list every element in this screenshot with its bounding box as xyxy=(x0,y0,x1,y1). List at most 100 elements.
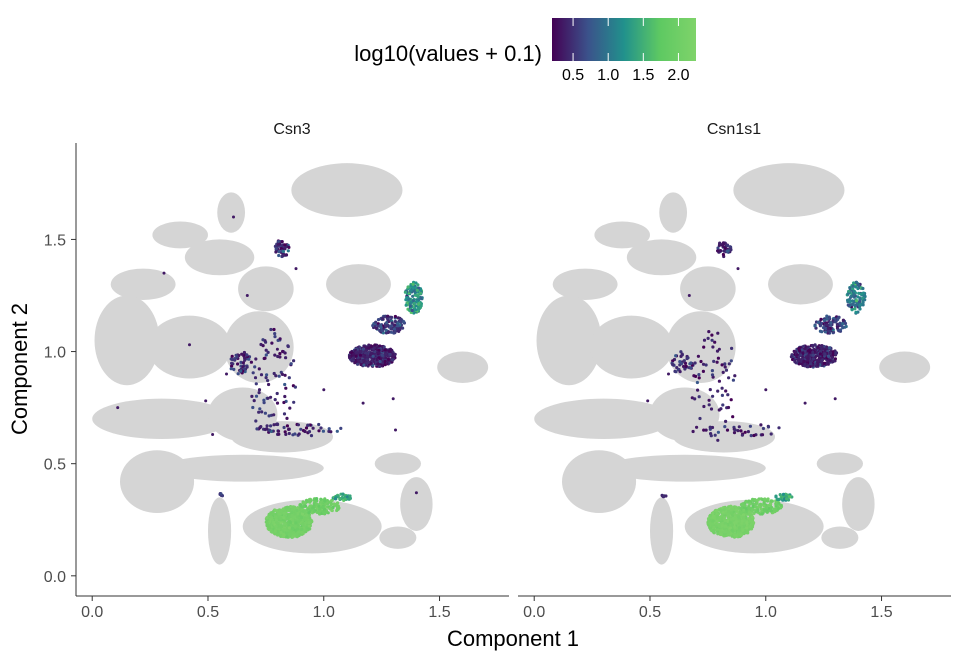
cell-point xyxy=(294,521,298,525)
cell-point xyxy=(713,433,717,437)
cell-point xyxy=(408,304,412,308)
cell-point xyxy=(285,531,289,536)
background-cluster xyxy=(768,264,833,305)
cell-point xyxy=(829,323,833,327)
cell-point xyxy=(693,397,697,401)
cell-point xyxy=(257,410,261,414)
cell-point xyxy=(721,252,726,257)
cell-point xyxy=(390,321,394,325)
cell-point xyxy=(742,515,746,520)
cell-point xyxy=(380,361,385,365)
cell-point xyxy=(277,250,281,254)
cell-point xyxy=(297,432,301,436)
cell-point xyxy=(315,497,319,501)
cell-point xyxy=(671,359,675,363)
background-cluster xyxy=(659,192,688,233)
cell-point xyxy=(350,359,354,363)
cell-point xyxy=(848,287,852,291)
background-cluster xyxy=(110,268,176,300)
cell-point xyxy=(858,307,862,311)
cell-point xyxy=(769,505,774,510)
cell-point xyxy=(281,349,285,354)
cell-point xyxy=(288,529,292,534)
cell-point xyxy=(272,520,276,525)
cell-point xyxy=(396,324,400,328)
cell-point xyxy=(369,352,373,356)
cell-point xyxy=(239,369,243,373)
cell-point xyxy=(717,379,722,383)
cell-point xyxy=(283,522,287,526)
cell-point xyxy=(777,497,781,502)
cell-point xyxy=(730,528,734,532)
cell-point xyxy=(377,348,381,352)
cell-point xyxy=(281,254,285,258)
cell-point xyxy=(751,504,755,509)
cell-point xyxy=(393,329,397,334)
cell-point xyxy=(240,352,244,356)
cell-point xyxy=(773,510,777,514)
cell-point xyxy=(354,360,358,364)
cell-point xyxy=(764,505,768,509)
x-tick-label: 0.5 xyxy=(197,604,219,621)
cell-point xyxy=(697,395,701,399)
cell-point xyxy=(769,432,773,436)
cell-point xyxy=(777,426,781,430)
cell-point xyxy=(729,508,733,512)
cell-point xyxy=(225,372,228,376)
cell-point xyxy=(290,526,294,530)
cell-point xyxy=(252,399,256,403)
cell-point xyxy=(719,407,723,411)
cell-point xyxy=(820,358,825,362)
cell-point xyxy=(262,398,266,402)
cell-point xyxy=(294,267,298,271)
cell-point xyxy=(723,530,727,534)
cell-point xyxy=(283,394,287,399)
cell-point xyxy=(273,353,277,357)
background-cluster xyxy=(816,452,864,475)
cell-point xyxy=(718,524,722,529)
cell-point xyxy=(731,378,736,382)
cell-point xyxy=(383,359,387,364)
cell-point xyxy=(841,322,845,326)
cell-point xyxy=(266,396,270,400)
cell-point xyxy=(230,354,234,358)
cell-point xyxy=(296,527,300,531)
cell-point xyxy=(816,363,820,367)
cell-point xyxy=(259,425,263,429)
cell-point xyxy=(726,514,730,518)
cell-point xyxy=(272,413,276,417)
cell-point xyxy=(720,386,724,390)
cell-point xyxy=(851,287,855,291)
cell-point xyxy=(259,373,264,377)
cell-point xyxy=(300,527,304,531)
cell-point xyxy=(716,356,721,360)
cell-point xyxy=(716,528,720,532)
cell-point xyxy=(730,523,734,527)
cell-point xyxy=(818,329,823,333)
cell-point xyxy=(693,361,697,365)
cell-point xyxy=(740,502,744,506)
cell-point xyxy=(343,497,347,501)
cell-point xyxy=(739,506,743,510)
background-cluster xyxy=(733,163,845,218)
cell-point xyxy=(288,406,292,410)
cell-point xyxy=(717,347,721,351)
cell-point xyxy=(293,432,297,436)
cell-point xyxy=(328,507,332,511)
cell-point xyxy=(304,426,309,430)
cell-point xyxy=(818,352,822,356)
cell-point xyxy=(826,360,830,364)
cell-point xyxy=(732,431,737,435)
cell-point xyxy=(646,399,650,403)
cell-point xyxy=(690,396,694,400)
cell-point xyxy=(687,294,691,297)
facet-strip-csn1s1: Csn1s1 xyxy=(707,121,761,138)
cell-point xyxy=(833,397,837,401)
legend-colorbar xyxy=(552,18,696,61)
cell-point xyxy=(249,360,253,364)
cell-point xyxy=(716,249,720,253)
x-axis-title: Component 1 xyxy=(447,626,579,651)
cell-point xyxy=(287,526,291,530)
cell-point xyxy=(272,423,276,427)
cell-point xyxy=(707,403,711,407)
